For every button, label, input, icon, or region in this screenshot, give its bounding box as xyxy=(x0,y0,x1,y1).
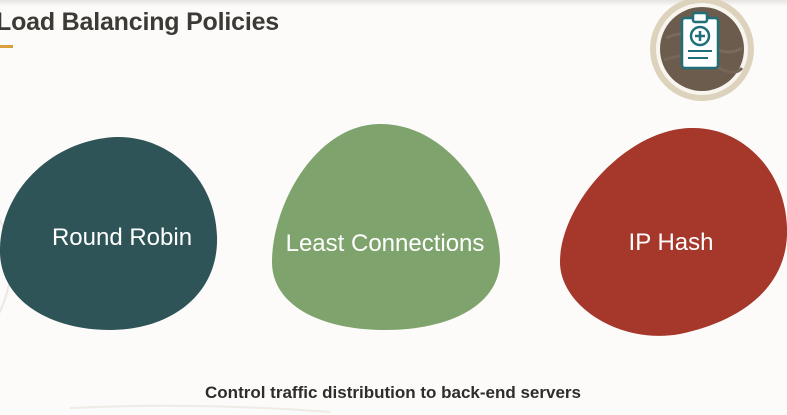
clipboard-plus-icon xyxy=(680,11,720,70)
ip-hash-blob xyxy=(560,127,787,336)
policy-label-ip-hash: IP Hash xyxy=(628,229,714,256)
round-robin-blob xyxy=(0,137,218,330)
least-connections-blob xyxy=(272,123,500,330)
top-edge-shadow xyxy=(0,0,787,6)
title-accent-bar xyxy=(0,45,13,48)
policy-label-round-robin: Round Robin xyxy=(51,224,193,251)
slide-subtitle: Control traffic distribution to back-end… xyxy=(205,383,581,402)
policy-label-least-connections: Least Connections xyxy=(285,230,485,257)
slide-title: Load Balancing Policies xyxy=(0,8,279,36)
badge xyxy=(650,0,754,101)
